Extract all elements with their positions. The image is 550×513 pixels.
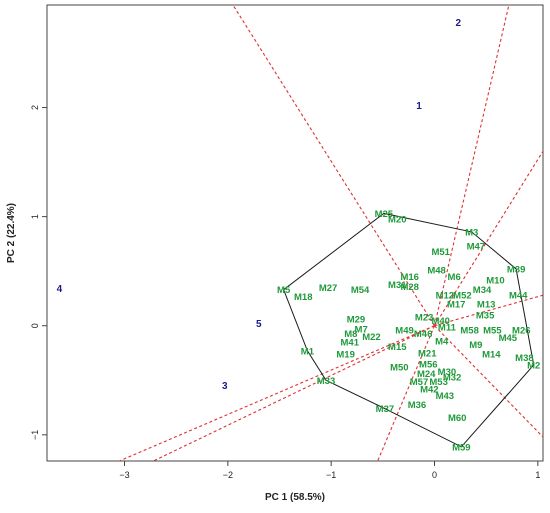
convex-hull xyxy=(283,212,535,448)
genotype-label-m32: M32 xyxy=(443,373,461,384)
genotype-label-m3: M3 xyxy=(465,227,478,238)
sector-ray-3 xyxy=(434,150,544,327)
sector-ray-4 xyxy=(434,294,544,327)
y-tick-label: 2 xyxy=(30,105,40,110)
genotype-label-m42: M42 xyxy=(420,385,438,396)
genotype-label-m43: M43 xyxy=(436,391,454,402)
genotype-label-m29: M29 xyxy=(347,315,365,326)
genotype-label-m33: M33 xyxy=(317,376,335,387)
genotype-label-m41: M41 xyxy=(341,338,360,349)
environment-label-5: 5 xyxy=(256,319,262,330)
x-axis-title: PC 1 (58.5%) xyxy=(265,492,325,503)
y-tick-label: 1 xyxy=(30,214,40,219)
hull-polygon xyxy=(283,212,535,448)
genotype-label-m7: M7 xyxy=(355,325,368,336)
genotype-label-m1: M1 xyxy=(301,346,315,357)
genotype-label-m59: M59 xyxy=(452,442,470,453)
genotype-label-m38: M38 xyxy=(515,353,533,364)
genotype-label-m39: M39 xyxy=(507,265,525,276)
genotype-label-m13: M13 xyxy=(477,299,495,310)
genotype-label-m19: M19 xyxy=(336,350,354,361)
genotype-label-m40: M40 xyxy=(431,316,449,327)
genotype-label-m44: M44 xyxy=(509,291,528,302)
plot-area-frame xyxy=(46,4,544,462)
genotype-label-m54: M54 xyxy=(351,285,370,296)
sector-ray-7 xyxy=(153,325,435,462)
genotype-label-m25: M25 xyxy=(375,209,394,220)
genotype-label-m56: M56 xyxy=(419,359,437,370)
environment-label-4: 4 xyxy=(57,284,63,295)
x-tick-label: −3 xyxy=(119,470,129,480)
sector-ray-8 xyxy=(119,325,435,462)
y-axis-title: PC 2 (22.4%) xyxy=(6,203,17,263)
genotype-label-m50: M50 xyxy=(390,363,408,374)
genotype-label-m11: M11 xyxy=(438,322,457,333)
y-tick-label: 0 xyxy=(30,323,40,328)
genotype-label-m16: M16 xyxy=(400,272,418,283)
genotype-label-m22: M22 xyxy=(362,332,380,343)
genotype-label-m6: M6 xyxy=(448,272,461,283)
y-tick-label: −1 xyxy=(30,430,40,440)
genotype-label-m35: M35 xyxy=(476,310,495,321)
x-tick-label: −2 xyxy=(223,470,233,480)
genotype-label-m17: M17 xyxy=(447,299,465,310)
genotype-label-m21: M21 xyxy=(418,349,437,360)
genotype-label-m4: M4 xyxy=(435,337,449,348)
sector-ray-6 xyxy=(377,325,436,462)
genotype-label-m55: M55 xyxy=(483,326,502,337)
environment-label-1: 1 xyxy=(416,101,422,112)
genotype-label-m52: M52 xyxy=(453,291,471,302)
genotype-label-m37: M37 xyxy=(376,404,394,415)
x-tick-label: 0 xyxy=(432,470,437,480)
genotype-label-m30: M30 xyxy=(438,367,456,378)
genotype-label-m18: M18 xyxy=(294,292,312,303)
genotype-label-m27: M27 xyxy=(319,283,337,294)
genotype-label-m2: M2 xyxy=(527,361,540,372)
genotype-label-m5: M5 xyxy=(277,285,291,296)
genotype-label-m48: M48 xyxy=(427,266,445,277)
environment-labels: 1 2 3 4 5 xyxy=(57,18,462,392)
genotype-label-m24: M24 xyxy=(417,369,436,380)
genotype-label-m9: M9 xyxy=(469,340,482,351)
genotype-label-m46: M46 xyxy=(414,329,432,340)
sector-rays xyxy=(119,4,544,462)
genotype-label-m20: M20 xyxy=(388,214,406,225)
genotype-label-m15: M15 xyxy=(388,342,407,353)
genotype-label-m12: M12 xyxy=(436,291,454,302)
genotype-label-m8: M8 xyxy=(344,329,357,340)
x-axis-ticks: −3 −2 −1 0 1 xyxy=(119,461,540,480)
sector-ray-1 xyxy=(232,4,435,327)
y-axis-ticks: −1 0 1 2 xyxy=(30,105,47,440)
environment-label-2: 2 xyxy=(455,18,461,29)
x-tick-label: −1 xyxy=(326,470,336,480)
genotype-labels: M1M2M3M4M5M6M7M8M9M10M11M12M13M14M15M16M… xyxy=(277,209,540,453)
genotype-label-m10: M10 xyxy=(486,275,504,286)
genotype-label-m45: M45 xyxy=(499,333,518,344)
genotype-label-m31: M31 xyxy=(388,280,407,291)
genotype-label-m47: M47 xyxy=(467,242,485,253)
genotype-label-m36: M36 xyxy=(408,400,426,411)
genotype-label-m49: M49 xyxy=(395,326,413,337)
genotype-label-m51: M51 xyxy=(431,247,450,258)
sector-ray-5 xyxy=(434,325,544,438)
genotype-label-m28: M28 xyxy=(400,282,418,293)
genotype-label-m58: M58 xyxy=(460,326,478,337)
genotype-label-m23: M23 xyxy=(415,313,433,324)
x-tick-label: 1 xyxy=(535,470,540,480)
environment-label-3: 3 xyxy=(222,381,228,392)
genotype-label-m34: M34 xyxy=(473,285,492,296)
genotype-label-m14: M14 xyxy=(482,350,501,361)
genotype-label-m53: M53 xyxy=(429,377,447,388)
genotype-label-m57: M57 xyxy=(410,377,428,388)
genotype-label-m26: M26 xyxy=(512,326,530,337)
genotype-label-m60: M60 xyxy=(448,413,466,424)
